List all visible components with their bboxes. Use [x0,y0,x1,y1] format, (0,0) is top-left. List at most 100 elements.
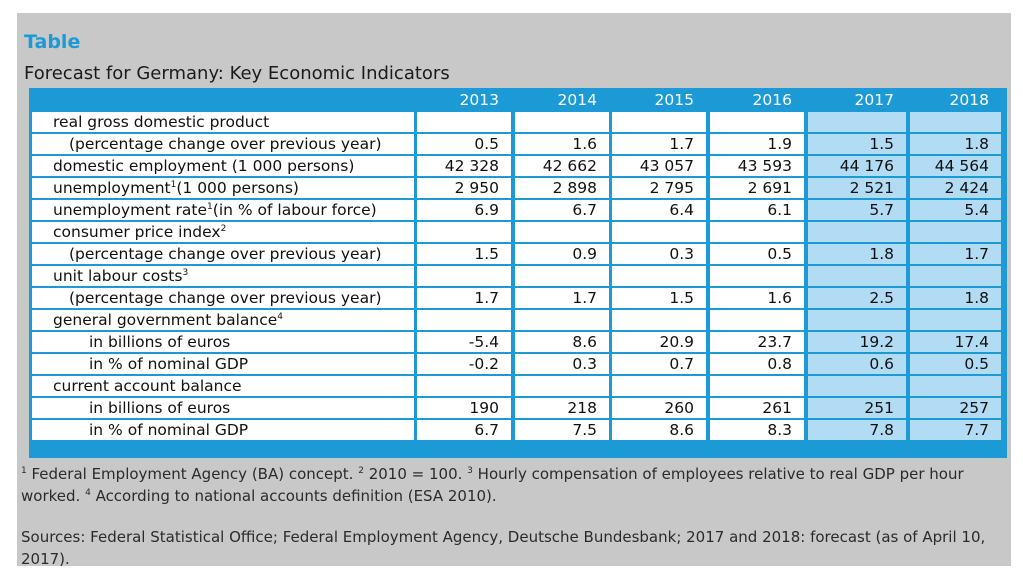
forecast-cell [910,376,1001,396]
row-label: real gross domestic product [32,112,414,132]
row-label: (percentage change over previous year) [32,244,414,264]
value-cell: 43 593 [710,156,804,176]
value-cell: 1.6 [515,134,609,154]
footnote-text: Hourly compensation of employees relativ… [21,465,964,505]
value-cell: 23.7 [710,332,804,352]
value-cell: -0.2 [417,354,511,374]
row-label-text: unit labour costs [53,267,183,285]
footnote-ref: 1 [207,201,213,212]
value-cell: 0.9 [515,244,609,264]
value-cell [417,266,511,286]
footnote-text: 2010 = 100. [363,465,468,483]
value-cell [417,112,511,132]
forecast-cell [910,222,1001,242]
value-cell [612,376,706,396]
value-cell: 42 328 [417,156,511,176]
value-cell [515,112,609,132]
value-cell [417,310,511,330]
value-cell [710,376,804,396]
value-cell: 218 [515,398,609,418]
value-cell: 1.7 [612,134,706,154]
row-label: general government balance4 [32,310,414,330]
forecast-cell: 7.7 [910,420,1001,440]
row-label-text: (percentage change over previous year) [69,135,382,153]
forecast-cell: 19.2 [808,332,906,352]
forecast-cell: 44 176 [808,156,906,176]
value-cell: 2 950 [417,178,511,198]
value-cell: 20.9 [612,332,706,352]
row-label: unemployment1 (1 000 persons) [32,178,414,198]
table-row: unemployment1 (1 000 persons) 2 950 2 898 2… [29,178,1007,200]
year-header: 2015 [654,91,694,109]
value-cell [515,376,609,396]
row-label-text: current account balance [53,377,242,395]
forecast-cell: 5.7 [808,200,906,220]
footnote-marker: 1 [21,466,27,476]
forecast-cell: 0.6 [808,354,906,374]
value-cell [710,266,804,286]
footnote-ref: 2 [220,223,227,234]
value-cell: 42 662 [515,156,609,176]
header-row: 2013 2014 2015 2016 2017 2018 [29,90,1007,112]
row-label-text: real gross domestic product [53,113,270,131]
year-header: 2017 [854,91,894,109]
value-cell [612,310,706,330]
row-label-text: consumer price index [53,223,221,241]
forecast-cell: 1.8 [910,288,1001,308]
value-cell: 7.5 [515,420,609,440]
forecast-cell: 7.8 [808,420,906,440]
value-cell [515,310,609,330]
forecast-cell: 1.7 [910,244,1001,264]
value-cell: 1.9 [710,134,804,154]
row-label: unemployment rate1 (in % of labour force… [32,200,414,220]
forecast-cell [910,310,1001,330]
value-cell: 6.9 [417,200,511,220]
value-cell: 6.7 [515,200,609,220]
forecast-cell [808,112,906,132]
row-label: (percentage change over previous year) [32,288,414,308]
table-row: unit labour costs3 [29,266,1007,288]
value-cell [515,222,609,242]
value-cell [417,376,511,396]
value-cell: 2 691 [710,178,804,198]
row-label-text: in billions of euros [89,399,231,417]
year-header: 2018 [949,91,989,109]
forecast-cell [808,266,906,286]
footnote-marker: 2 [358,466,364,476]
value-cell [515,266,609,286]
value-cell: 1.6 [710,288,804,308]
row-label: in % of nominal GDP [32,420,414,440]
row-label-text: in % of nominal GDP [89,355,249,373]
value-cell: 261 [710,398,804,418]
row-label-text: unemployment [53,179,171,197]
panel-tag: Table [24,31,81,53]
value-cell: 0.8 [710,354,804,374]
value-cell [710,310,804,330]
forecast-cell [910,112,1001,132]
footnotes: 1 Federal Employment Agency (BA) concept… [21,463,1011,507]
forecast-cell [808,222,906,242]
row-label-text: in % of nominal GDP [89,421,249,439]
value-cell: 1.5 [417,244,511,264]
row-label: in billions of euros [32,398,414,418]
row-label: in % of nominal GDP [32,354,414,374]
value-cell: 0.5 [417,134,511,154]
value-cell: 0.5 [710,244,804,264]
table-row: in % of nominal GDP 6.7 7.5 8.6 8.3 7.8 7.7 [29,420,1007,442]
forecast-cell: 5.4 [910,200,1001,220]
value-cell: 6.4 [612,200,706,220]
table-row: consumer price index2 [29,222,1007,244]
table-row: in billions of euros 190 218 260 261 251 257 [29,398,1007,420]
row-label-suffix: (1 000 persons) [176,179,299,197]
table-panel: Table Forecast for Germany: Key Economic… [17,13,1011,568]
row-label: (percentage change over previous year) [32,134,414,154]
value-cell [612,112,706,132]
row-label: current account balance [32,376,414,396]
row-label-suffix: (in % of labour force) [212,201,377,219]
forecast-cell [910,266,1001,286]
value-cell: 0.7 [612,354,706,374]
row-label-text: (percentage change over previous year) [69,289,382,307]
value-cell: 0.3 [515,354,609,374]
sources-note: Sources: Federal Statistical Office; Fed… [21,528,986,568]
row-label-text: in billions of euros [89,333,231,351]
